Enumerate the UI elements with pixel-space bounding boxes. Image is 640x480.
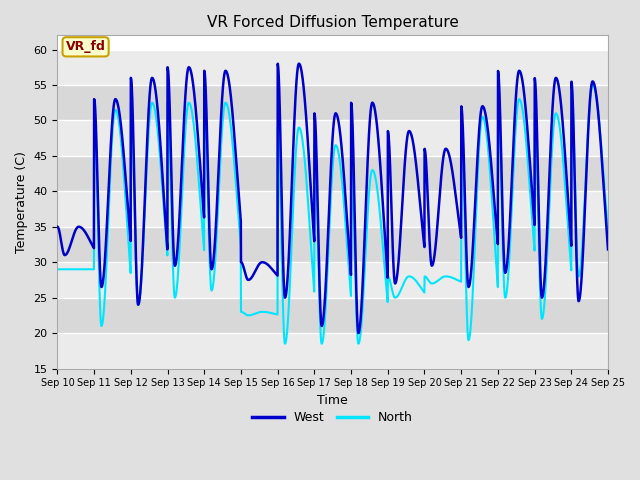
Bar (58, 298, 608, 333)
Legend: West, North: West, North (248, 406, 418, 429)
Bar (58, 262, 608, 298)
Bar (58, 49, 608, 85)
Title: VR Forced Diffusion Temperature: VR Forced Diffusion Temperature (207, 15, 459, 30)
Bar (58, 85, 608, 120)
Text: VR_fd: VR_fd (66, 40, 106, 53)
X-axis label: Time: Time (317, 394, 348, 407)
Y-axis label: Temperature (C): Temperature (C) (15, 151, 28, 253)
Bar (58, 192, 608, 227)
Bar (58, 333, 608, 369)
Bar (58, 156, 608, 192)
Bar (58, 227, 608, 262)
Bar (58, 120, 608, 156)
